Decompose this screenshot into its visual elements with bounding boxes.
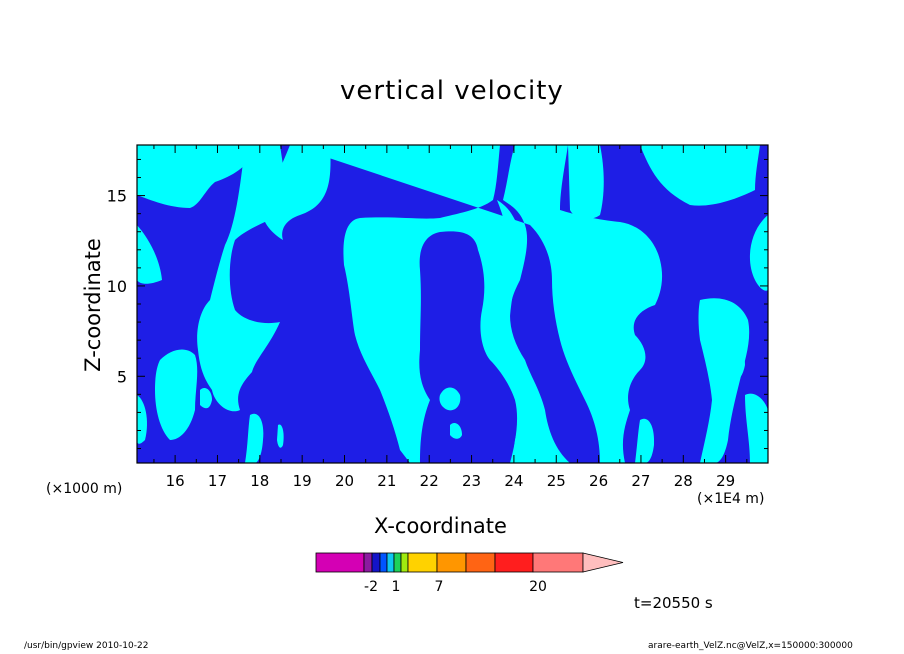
y-tick-label: 5 [117,367,127,386]
colorbar-swatch [386,552,395,573]
positive-velocity-region [155,349,198,440]
contour-field [137,145,768,463]
colorbar-swatch [494,552,534,573]
x-tick-label: 20 [335,472,354,490]
positive-velocity-region [261,145,331,240]
positive-velocity-region [570,145,768,291]
colorbar-swatch [407,552,438,573]
x-tick-label: 24 [504,472,523,490]
positive-velocity-region [245,413,264,463]
positive-velocity-region [568,145,604,220]
x-tick-label: 16 [166,472,185,490]
colorbar-label: -2 [364,579,378,595]
colorbar-swatch [393,552,402,573]
y-axis-title: Z-coordinate [81,238,105,372]
colorbar-swatch [363,552,373,573]
colorbar-extension [582,552,624,573]
x-unit-left-label: (×1000 m) [46,481,123,497]
positive-velocity-region [450,423,462,439]
positive-velocity-region [137,225,162,284]
x-tick-label: 21 [377,472,396,490]
x-tick-label: 18 [250,472,269,490]
positive-velocity-region [745,393,768,463]
positive-velocity-region [200,388,212,409]
y-axis: 5 10 15 [107,158,768,450]
x-axis-title: X-coordinate [374,514,507,538]
time-label: t=20550 s [634,594,713,612]
x-tick-label: 28 [674,472,693,490]
colorbar-label: 20 [529,579,547,595]
x-tick-label: 19 [293,472,312,490]
x-tick-label: 17 [208,472,227,490]
y-tick-label: 10 [107,277,127,296]
x-unit-right-label: (×1E4 m) [697,491,765,507]
colorbar-label: 1 [392,579,401,595]
positive-velocity-region [439,387,461,411]
x-tick-label: 29 [716,472,735,490]
x-tick-label: 23 [462,472,481,490]
positive-velocity-region [698,298,750,463]
positive-velocity-region [290,145,663,463]
colorbar-swatch [465,552,496,573]
colorbar-swatch [400,552,409,573]
positive-velocity-region [723,343,745,382]
x-axis: 16 17 18 19 20 21 22 23 24 25 26 27 28 29 [153,145,748,490]
colorbar-swatch [436,552,467,573]
chart-title: vertical velocity [340,76,564,106]
positive-velocity-region [635,418,655,463]
colorbar: -2 1 7 20 [315,552,624,595]
footer-left: /usr/bin/gpview 2010-10-22 [24,641,149,651]
colorbar-swatch [532,552,584,573]
x-tick-label: 22 [420,472,439,490]
y-tick-label: 15 [107,187,127,206]
positive-velocity-region [497,200,528,463]
positive-velocity-region [137,145,258,208]
colorbar-label: 7 [435,579,444,595]
x-tick-label: 27 [631,472,650,490]
colorbar-swatch [379,552,388,573]
colorbar-swatch [371,552,381,573]
footer-right: arare-earth_VelZ.nc@VelZ,x=150000:300000 [648,641,853,651]
x-tick-label: 26 [589,472,608,490]
x-tick-label: 25 [547,472,566,490]
positive-velocity-region [137,395,148,444]
colorbar-swatch [315,552,365,573]
positive-velocity-region [277,424,284,448]
